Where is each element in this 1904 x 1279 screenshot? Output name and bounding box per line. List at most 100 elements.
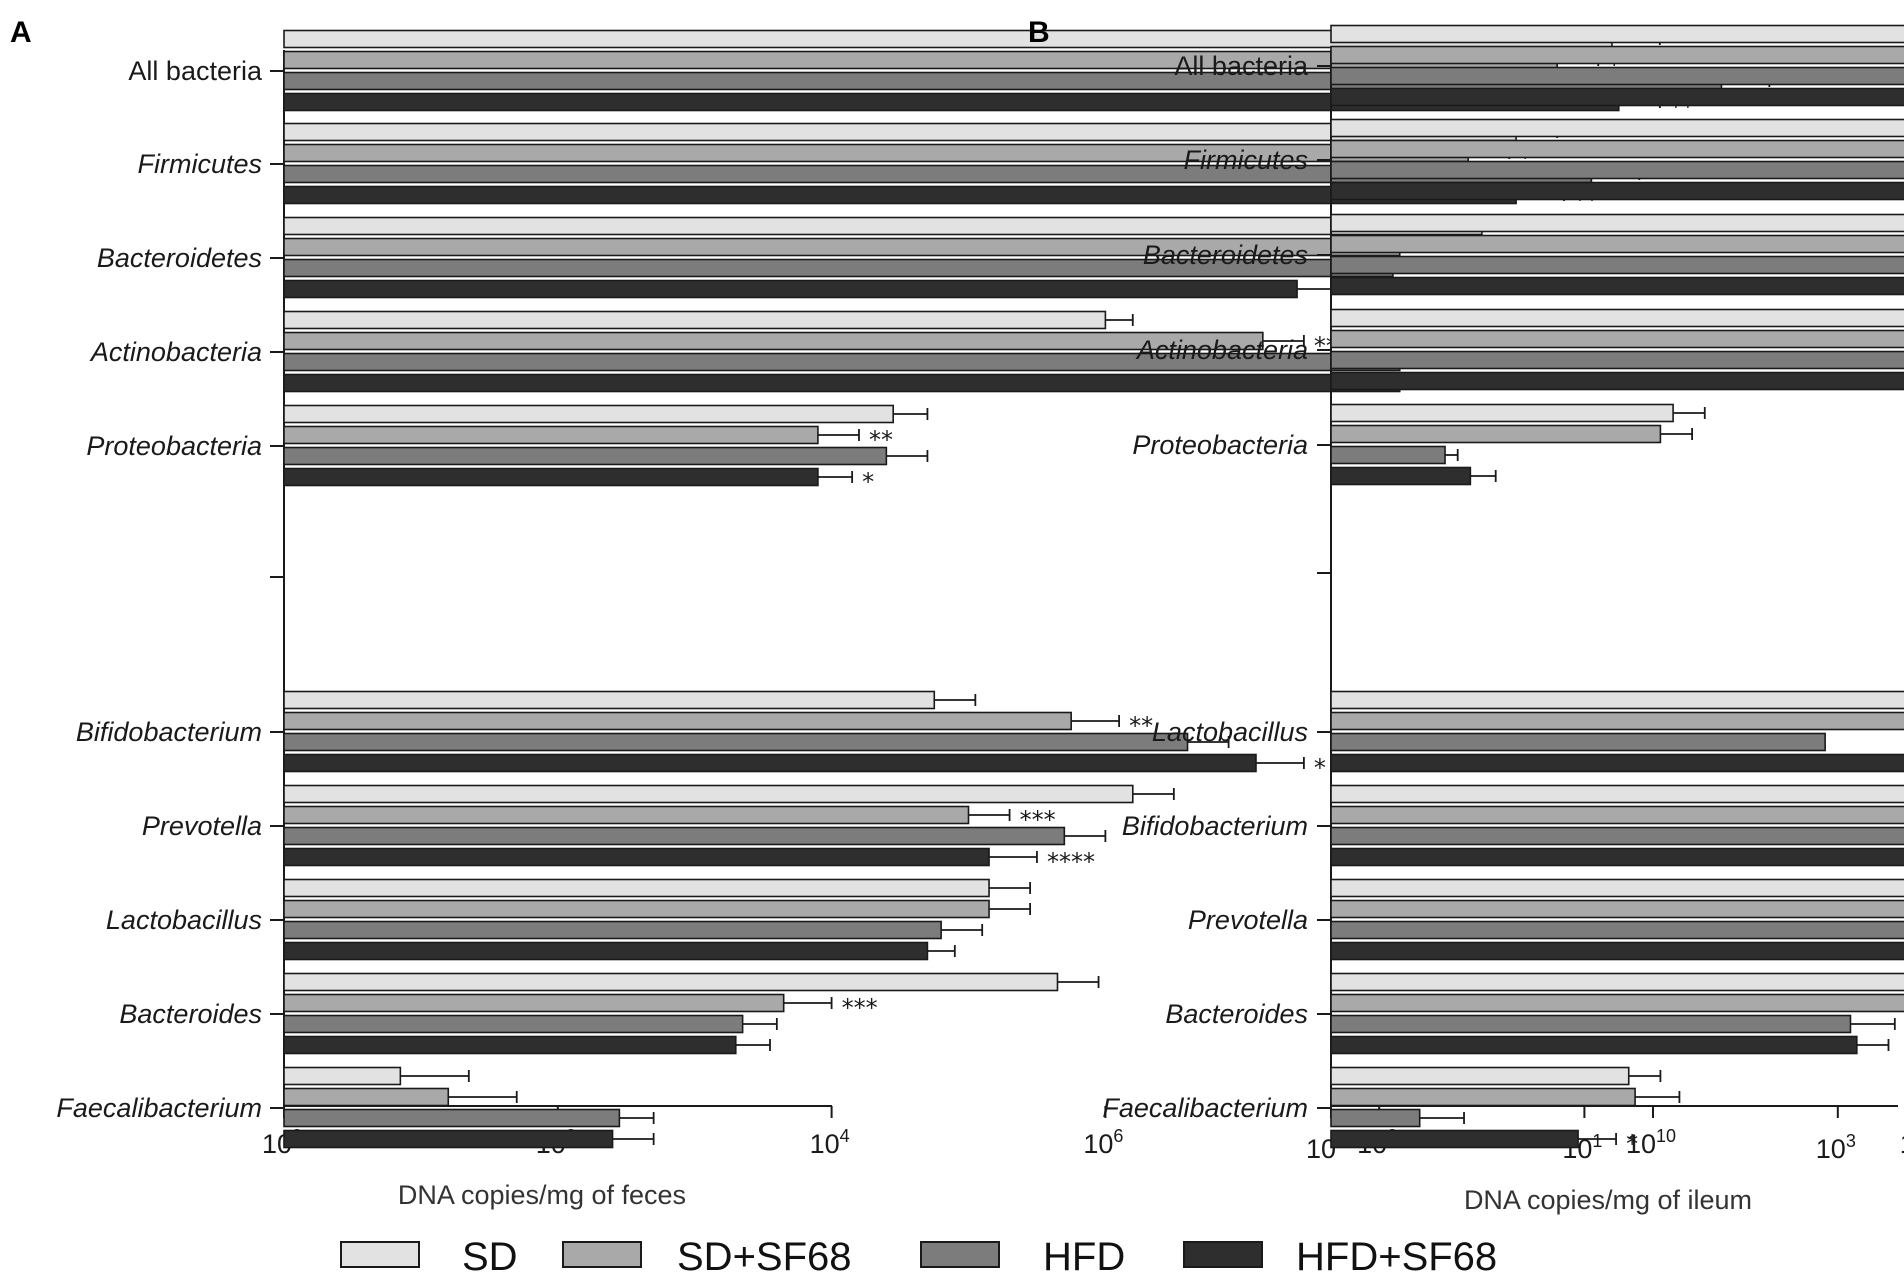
category-bacteroidetes-a: Bacteroidetes***** — [97, 216, 1531, 308]
bar-sd — [1330, 213, 1904, 233]
category-label: Lactobacillus — [106, 905, 262, 935]
category-label: Bacteroidetes — [97, 243, 262, 273]
bar-hfd-sf68 — [283, 847, 990, 867]
bar-hfd-sf68 — [1330, 181, 1904, 201]
bar-hfd-sf68 — [283, 279, 1298, 299]
bar-hfd-sf68 — [283, 467, 819, 487]
bar-sd — [283, 216, 1483, 236]
category-bacteroidetes-b: Bacteroidetes** — [1143, 213, 1904, 296]
legend-label: SD+SF68 — [677, 1235, 852, 1279]
legend-label: HFD — [1043, 1235, 1125, 1279]
category-lactobacillus-b: Lactobacillus**** — [1152, 690, 1904, 773]
significance-label: * — [862, 468, 874, 496]
category-faecalibacterium-b: Faecalibacterium * — [1102, 1066, 1681, 1158]
bar-sd — [1330, 690, 1904, 710]
panel-letter-b: B — [1028, 16, 1050, 49]
category-bacteroides-b: Bacteroides — [1165, 972, 1904, 1055]
category-label: Proteobacteria — [86, 431, 262, 461]
bar-hfd — [1330, 1108, 1421, 1128]
bar-sd — [1330, 118, 1904, 138]
bar-hfd — [1330, 445, 1446, 465]
bar-sd — [283, 690, 936, 710]
category-prevotella-b: Prevotella — [1188, 878, 1904, 961]
x-tick-label-a: 1012 — [1900, 1126, 1904, 1159]
significance-label: * — [1314, 754, 1326, 782]
bar-sd-sf68 — [283, 805, 970, 825]
bar-sd-sf68 — [1330, 424, 1662, 444]
legend-label: SD — [462, 1235, 518, 1279]
bar-hfd-sf68 — [1330, 276, 1904, 296]
bar-hfd-sf68 — [283, 373, 1401, 393]
x-tick-label-a: 1010 — [1626, 1126, 1676, 1159]
x-axis-title-b: DNA copies/mg of ileum — [1464, 1185, 1752, 1215]
category-prevotella-a: Prevotella ******* — [142, 784, 1175, 876]
bar-sd-sf68 — [283, 711, 1072, 731]
bar-sd-sf68 — [1330, 45, 1904, 65]
bar-hfd — [1330, 826, 1904, 846]
bar-hfd — [283, 920, 942, 940]
bar-hfd — [1330, 1014, 1852, 1034]
significance-label: *** — [842, 994, 878, 1022]
legend-item-hfd: HFD — [920, 1235, 1125, 1279]
category-actinobacteria-a: Actinobacteria*** — [89, 310, 1449, 393]
x-tick-label-a: 106 — [1083, 1126, 1123, 1159]
category-label: Bacteroides — [1165, 999, 1308, 1029]
category-label: Faecalibacterium — [56, 1093, 262, 1123]
category-label: Proteobacteria — [1132, 430, 1308, 460]
category-label: Actinobacteria — [1135, 335, 1308, 365]
bar-hfd-sf68 — [283, 941, 929, 961]
bar-hfd — [1330, 732, 1826, 752]
bar-sd-sf68 — [283, 1087, 450, 1107]
bar-sd-sf68 — [283, 899, 990, 919]
panel-a: A 10010210410610810101012All bacteria***… — [10, 16, 1904, 1210]
legend-item-sd-sf68: SD+SF68 — [562, 1235, 852, 1279]
legend-swatch — [340, 1241, 420, 1268]
category-all-bacteria-b: All bacteria — [1174, 24, 1904, 107]
bar-sd — [1330, 24, 1904, 44]
category-faecalibacterium-a: Faecalibacterium — [56, 1066, 655, 1149]
bar-hfd-sf68 — [1330, 87, 1904, 107]
legend-swatch — [920, 1241, 1000, 1268]
bar-hfd — [1330, 920, 1904, 940]
bar-hfd — [283, 732, 1189, 752]
category-firmicutes-a: Firmicutes*** — [137, 122, 1641, 214]
category-lactobacillus-a: Lactobacillus — [106, 878, 1032, 961]
bar-sd-sf68 — [1330, 805, 1904, 825]
category-bifidobacterium-b: Bifidobacterium — [1122, 784, 1904, 867]
x-tick-label-a: 104 — [810, 1126, 850, 1159]
category-proteobacteria-a: Proteobacteria *** — [86, 404, 929, 496]
category-actinobacteria-b: Actinobacteria — [1135, 308, 1904, 391]
significance-label: * — [1626, 1130, 1638, 1158]
category-label: Faecalibacterium — [1102, 1093, 1308, 1123]
bar-sd-sf68 — [1330, 234, 1904, 254]
bar-hfd-sf68 — [1330, 753, 1904, 773]
bar-sd-sf68 — [1330, 139, 1904, 159]
bar-hfd — [283, 1014, 744, 1034]
bar-sd-sf68 — [283, 425, 819, 445]
legend-swatch — [1183, 1241, 1263, 1268]
category-label: All bacteria — [1174, 51, 1309, 81]
bar-hfd-sf68 — [1330, 371, 1904, 391]
category-label: Bifidobacterium — [76, 717, 262, 747]
bar-hfd-sf68 — [283, 1129, 614, 1149]
bar-hfd-sf68 — [1330, 941, 1904, 961]
bar-sd-sf68 — [1330, 993, 1904, 1013]
x-axis-title-a: DNA copies/mg of feces — [398, 1180, 686, 1210]
category-firmicutes-b: Firmicutes — [1183, 118, 1904, 201]
bar-sd — [283, 404, 895, 424]
category-bifidobacterium-a: Bifidobacterium *** — [76, 690, 1326, 782]
category-label: Actinobacteria — [89, 337, 262, 367]
category-label: Bacteroides — [119, 999, 262, 1029]
bar-hfd — [283, 826, 1066, 846]
bar-sd-sf68 — [1330, 899, 1904, 919]
category-label: All bacteria — [128, 56, 263, 86]
category-proteobacteria-b: Proteobacteria — [1132, 403, 1706, 486]
legend-item-sd: SD — [340, 1235, 518, 1279]
category-label: Bacteroidetes — [1143, 240, 1308, 270]
bar-sd-sf68 — [1330, 1087, 1636, 1107]
bar-sd — [1330, 1066, 1630, 1086]
panel-letter-a: A — [10, 16, 32, 49]
bar-sd-sf68 — [1330, 711, 1904, 731]
bar-sd — [283, 310, 1107, 330]
